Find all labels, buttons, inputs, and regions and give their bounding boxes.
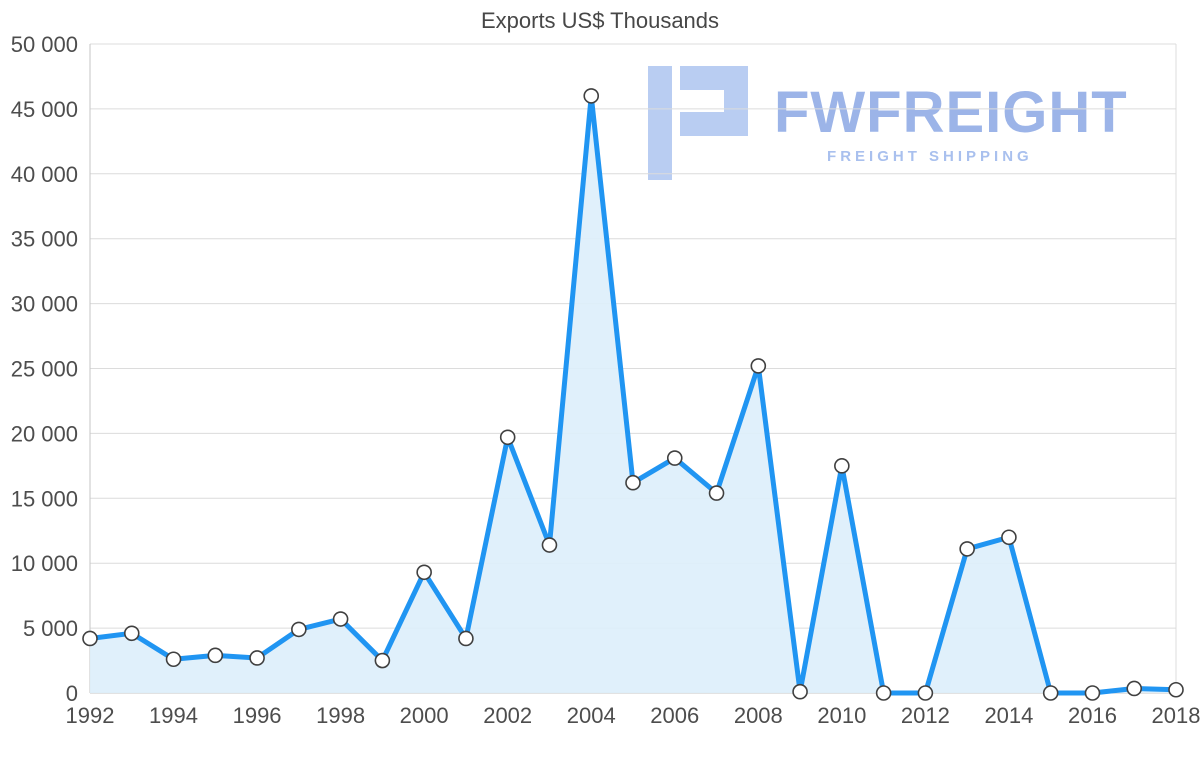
y-tick-label: 25 000	[11, 357, 78, 382]
x-tick-label: 2016	[1068, 703, 1117, 728]
x-tick-label: 1994	[149, 703, 198, 728]
y-tick-label: 45 000	[11, 97, 78, 122]
y-tick-label: 15 000	[11, 486, 78, 511]
x-tick-label: 2004	[567, 703, 616, 728]
data-point-marker	[541, 537, 558, 553]
data-point-marker	[792, 683, 808, 700]
data-point-marker	[165, 651, 182, 668]
data-point-marker	[1126, 680, 1143, 697]
y-tick-label: 10 000	[11, 551, 78, 576]
data-point-marker	[291, 621, 307, 638]
data-point-marker	[625, 474, 641, 491]
data-point-marker	[583, 88, 600, 104]
data-point-marker	[1168, 681, 1184, 698]
data-point-marker	[917, 685, 934, 701]
data-point-marker	[499, 429, 516, 446]
x-tick-label: 1998	[316, 703, 365, 728]
data-point-marker	[458, 630, 474, 647]
data-point-marker	[207, 647, 224, 664]
y-tick-label: 5 000	[23, 616, 78, 641]
x-tick-label: 1992	[66, 703, 115, 728]
data-point-marker	[249, 650, 265, 666]
data-point-marker	[1001, 529, 1017, 546]
y-tick-label: 20 000	[11, 421, 78, 446]
x-tick-label: 2008	[734, 703, 783, 728]
data-point-marker	[123, 625, 140, 642]
y-tick-label: 0	[66, 681, 78, 706]
data-point-marker	[82, 630, 98, 647]
data-point-marker	[959, 541, 975, 557]
data-point-marker	[834, 458, 850, 474]
area-fill	[90, 95, 1176, 694]
x-tick-label: 2014	[984, 703, 1033, 728]
chart-title: Exports US$ Thousands	[480, 8, 720, 33]
data-point-marker	[875, 685, 892, 701]
y-tick-label: 30 000	[11, 292, 78, 317]
y-tick-label: 50 000	[11, 32, 78, 57]
x-tick-label: 1996	[233, 703, 282, 728]
x-tick-label: 2018	[1152, 703, 1200, 728]
data-point-marker	[416, 564, 432, 581]
y-tick-label: 40 000	[11, 162, 78, 187]
x-tick-label: 2006	[650, 703, 699, 728]
x-tick-label: 2012	[901, 703, 950, 728]
data-point-marker	[374, 652, 391, 669]
y-tick-label: 35 000	[11, 227, 78, 252]
data-point-marker	[1084, 685, 1101, 701]
data-point-marker	[1042, 685, 1059, 701]
x-tick-label: 2002	[483, 703, 532, 728]
data-point-marker	[332, 611, 349, 627]
data-point-marker	[666, 450, 683, 466]
x-tick-label: 2010	[817, 703, 866, 728]
data-point-marker	[750, 358, 767, 374]
data-point-marker	[708, 485, 725, 501]
x-tick-label: 2000	[400, 703, 449, 728]
